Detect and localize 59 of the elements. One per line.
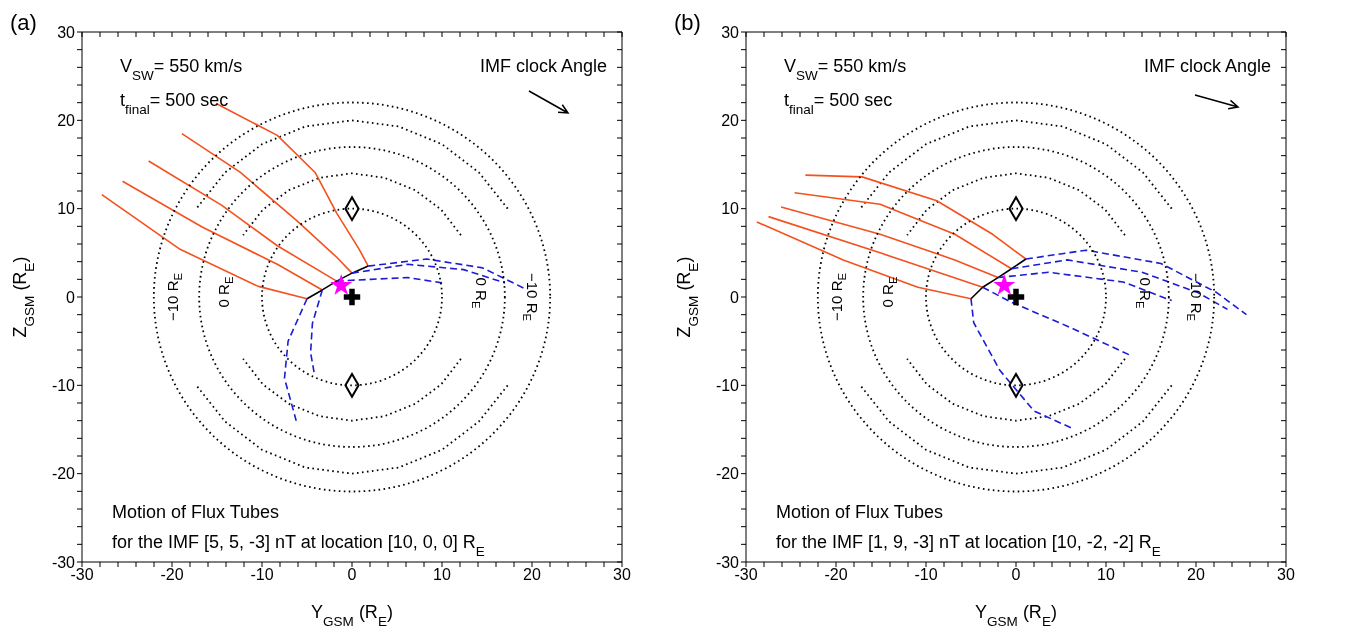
line-series [1010,259,1229,311]
line-series [970,258,1027,300]
line-series [906,357,1126,422]
line-series [306,265,369,300]
line-series [981,286,1132,357]
line-series [309,289,324,374]
y-tick-label: -20 [715,465,740,483]
x-axis-title: Y$_{GSM}$ (R$_{E}$) [975,602,1057,629]
annotation: Motion of Flux Tubes [112,502,280,522]
y-tick-label: 10 [721,200,740,218]
line-series [242,172,462,237]
y-tick-label: 10 [57,200,76,218]
x-tick-label: 30 [613,566,631,584]
line-series [859,119,1173,210]
line-series [804,174,1027,260]
x-tick-label: 10 [433,566,451,584]
x-axis-title: Y$_{GSM}$ (R$_{E}$) [311,602,393,629]
y-tick-label: 30 [721,23,740,41]
y-tick-label: 30 [57,23,76,41]
y-tick-label: -10 [51,377,76,395]
point [330,273,353,295]
annotation: t$_{final}$= 500 sec [120,90,229,117]
annotation: t$_{final}$= 500 sec [784,90,893,117]
x-tick-label: 20 [1187,566,1205,584]
annotation: for the IMF [1, 9, -3] nT at location [10, -2, -2] R$_{E}$ [776,532,1161,559]
line-series [242,357,462,422]
annotation: IMF clock Angle [1143,56,1271,76]
annotation: Motion of Flux Tubes [776,502,944,522]
y-tick-label: -20 [51,465,76,483]
y-tick-label: 20 [721,112,740,130]
line-series [970,297,1072,429]
line-series [859,384,1173,475]
annotation: IMF clock Angle [479,56,607,76]
x-tick-label: 0 [1011,566,1021,584]
annotation: V$_{SW}$= 550 km/s [784,56,907,83]
line-series [906,172,1126,237]
line-series [793,191,1013,270]
y-tick-label: 0 [66,288,76,306]
line-series [283,297,308,422]
x-tick-label: -10 [250,566,274,584]
x-tick-label: -20 [824,566,848,584]
x-tick-label: -20 [160,566,184,584]
y-tick-label: -30 [715,553,740,571]
x-tick-label: -10 [914,566,938,584]
line-series [195,119,509,210]
annotation: for the IMF [5, 5, -3] nT at location [10, 0, 0] R$_{E}$ [112,532,485,559]
y-tick-label: -30 [51,553,76,571]
point [993,273,1016,295]
annotation: V$_{SW}$= 550 km/s [120,56,243,83]
chart-title: (a) [10,10,37,35]
x-tick-label: 20 [523,566,541,584]
x-tick-label: 0 [347,566,357,584]
x-tick-label: 30 [1277,566,1295,584]
y-tick-label: 20 [57,112,76,130]
chart-title: (b) [674,10,701,35]
y-tick-label: 0 [730,288,740,306]
y-tick-label: -10 [715,377,740,395]
line-series [195,384,509,475]
x-tick-label: 10 [1097,566,1115,584]
